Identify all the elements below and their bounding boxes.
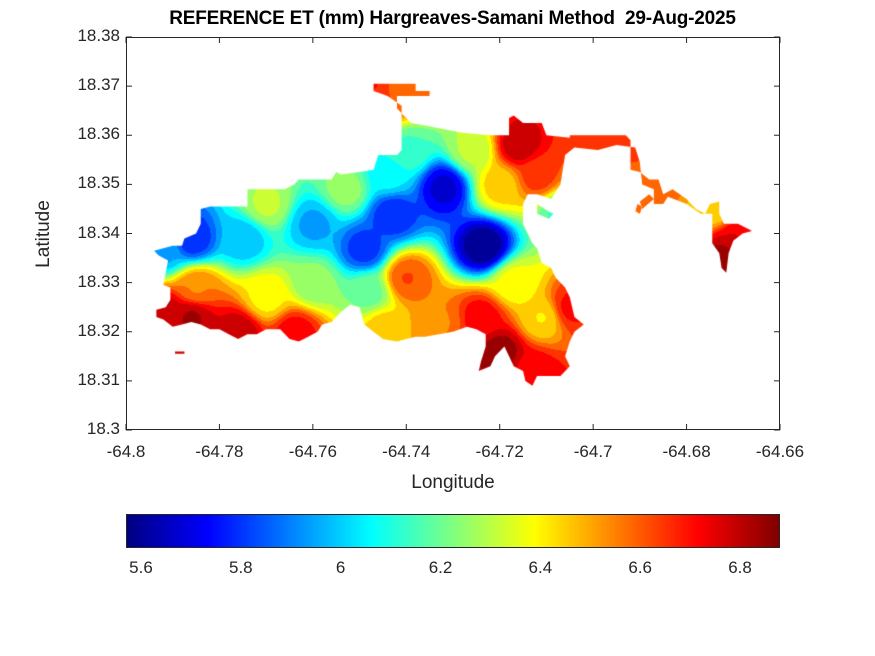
y-tick-label: 18.34 [77,222,120,242]
x-axis-label: Longitude [411,472,495,493]
colorbar-tick-label: 5.6 [129,558,153,577]
x-tick-label: -64.78 [195,442,244,461]
colorbar-tick-label: 6 [335,558,346,577]
et-contour-map [126,37,780,430]
y-tick-label: 18.36 [77,124,120,144]
y-tick-label: 18.37 [77,75,120,95]
colorbar-tick-label: 6.6 [628,558,653,577]
colorbar-gradient [126,514,780,548]
x-tick-label: -64.72 [475,442,524,461]
x-tick-label: -64.66 [755,442,805,461]
colorbar-tick-label: 6.2 [428,558,453,577]
x-tick-label: -64.68 [662,442,711,461]
y-tick-label: 18.33 [77,271,120,291]
y-axis-label: Latitude [33,200,54,268]
x-tick-label: -64.8 [106,442,146,461]
colorbar-tick-label: 6.8 [728,558,752,577]
chart-title: REFERENCE ET (mm) Hargreaves-Samani Meth… [169,8,736,29]
x-tick-label: -64.7 [573,442,613,461]
x-tick-label: -64.74 [382,442,431,461]
colorbar-tick-label: 5.8 [228,558,253,577]
y-tick-label: 18.35 [77,173,120,193]
y-tick-label: 18.3 [86,419,120,438]
y-tick-label: 18.31 [77,369,120,389]
y-tick-label: 18.38 [77,26,120,45]
colorbar-tick-label: 6.4 [528,558,553,577]
x-tick-label: -64.76 [288,442,337,461]
y-tick-label: 18.32 [77,320,120,340]
